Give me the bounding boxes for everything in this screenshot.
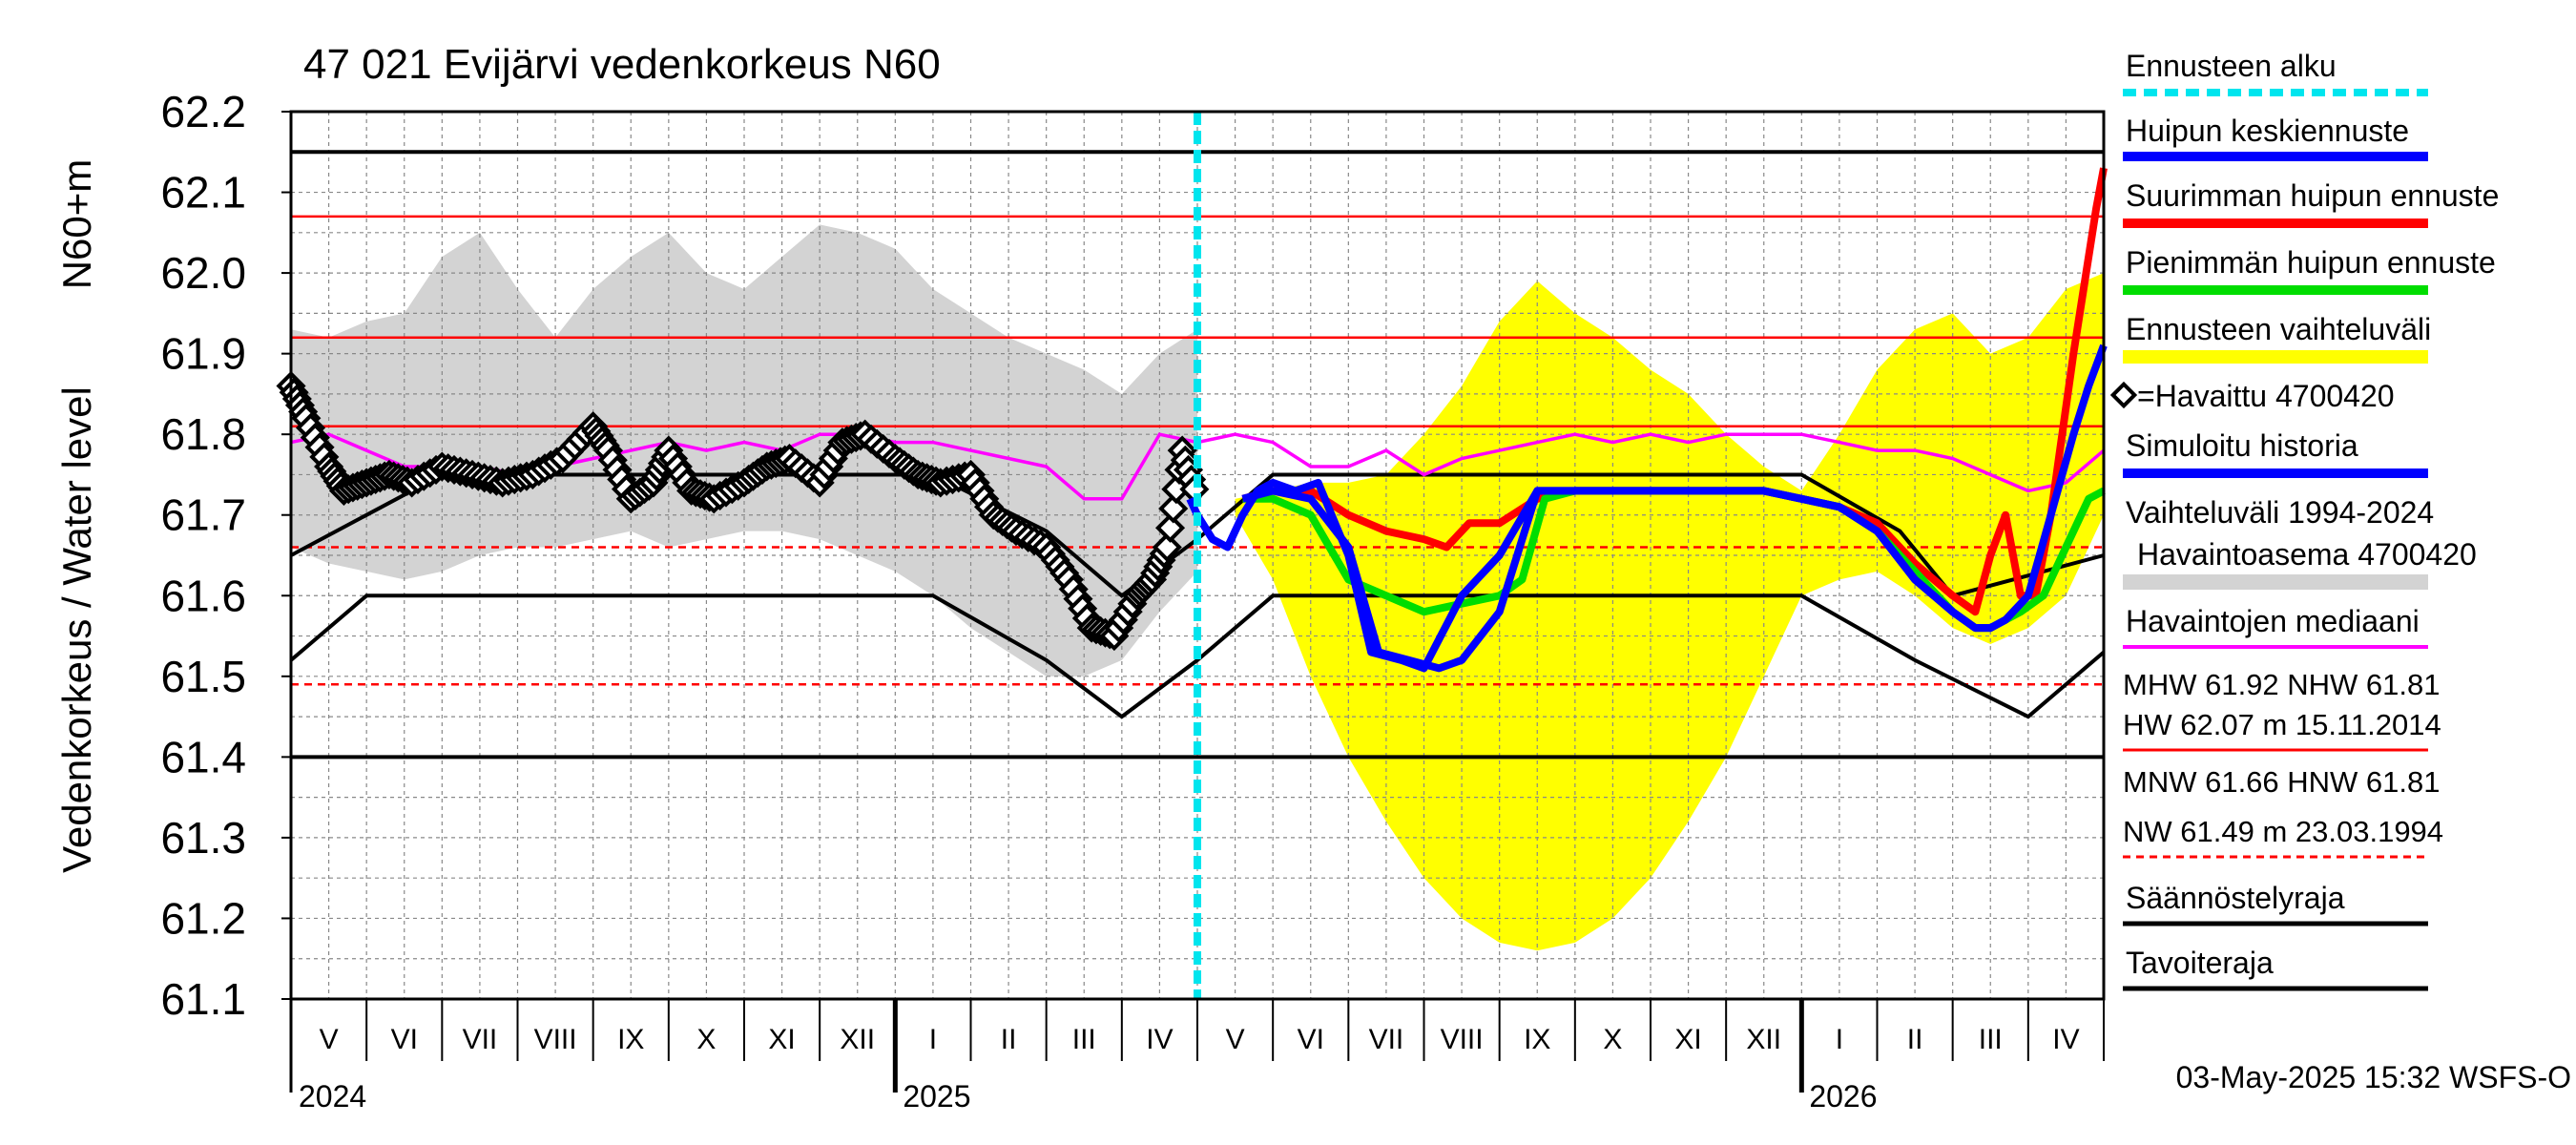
month-label: IX xyxy=(1524,1024,1550,1055)
y-tick-label: 61.5 xyxy=(160,652,246,701)
observed-series xyxy=(276,370,1210,652)
legend-band-label-1: Vaihteluväli 1994-2024 xyxy=(2126,495,2434,530)
y-tick-label: 61.3 xyxy=(160,813,246,863)
legend-observed-label: =Havaittu 4700420 xyxy=(2137,379,2395,413)
month-axis: V VI VII VIII IX X XI XII I II III IV V VI VII VIII IX X X… xyxy=(289,999,2105,1114)
legend: Ennusteen alku Huipun keskiennuste Suuri… xyxy=(2109,49,2499,991)
observed-point xyxy=(1154,512,1186,543)
month-label: II xyxy=(1001,1024,1017,1055)
month-label: I xyxy=(929,1024,937,1055)
month-label: VI xyxy=(391,1024,418,1055)
forecast-peak-mean-line xyxy=(1241,487,2007,673)
month-label: X xyxy=(696,1024,716,1055)
legend-peak-max-label: Suurimman huipun ennuste xyxy=(2126,178,2499,213)
month-label: V xyxy=(320,1024,339,1055)
month-label: XII xyxy=(1746,1024,1781,1055)
legend-forecast-range-swatch xyxy=(2123,350,2428,364)
plot-area xyxy=(276,110,2108,1001)
legend-target-label: Tavoiteraja xyxy=(2126,946,2274,980)
y-tick-label: 62.2 xyxy=(160,87,246,136)
y-tick-label: 62.0 xyxy=(160,248,246,298)
month-label: IV xyxy=(2052,1024,2079,1055)
legend-peak-min-label: Pienimmän huipun ennuste xyxy=(2126,245,2496,280)
legend-forecast-start-label: Ennusteen alku xyxy=(2126,49,2337,83)
month-label: IX xyxy=(617,1024,644,1055)
observed-point xyxy=(1152,531,1182,563)
legend-peak-mean-label: Huipun keskiennuste xyxy=(2126,114,2409,148)
y-tick-label: 61.6 xyxy=(160,571,246,620)
month-label: XII xyxy=(840,1024,875,1055)
legend-band-swatch xyxy=(2123,574,2428,590)
y-tick-label: 61.9 xyxy=(160,329,246,379)
y-tick-label: 61.8 xyxy=(160,409,246,459)
legend-observed-marker xyxy=(2109,381,2138,409)
y-tick-labels: 62.2 62.1 62.0 61.9 61.8 61.7 61.6 61.5 61.4 61.3… xyxy=(160,87,291,1024)
legend-stats-line-3: MNW 61.66 HNW 61.81 xyxy=(2123,765,2441,799)
regulation-limit-line xyxy=(289,593,2106,719)
legend-stats-line-1: MHW 61.92 NHW 61.81 xyxy=(2123,668,2441,701)
forecast-range-area xyxy=(1235,273,2104,951)
legend-stats-line-4: NW 61.49 m 23.03.1994 xyxy=(2123,815,2443,848)
month-label: XI xyxy=(768,1024,795,1055)
observed-point xyxy=(1158,493,1189,524)
year-label: 2026 xyxy=(1809,1079,1877,1114)
chart-title: 47 021 Evijärvi vedenkorkeus N60 xyxy=(303,41,941,88)
y-axis-label-right: N60+m xyxy=(54,159,99,290)
month-label: X xyxy=(1603,1024,1622,1055)
legend-forecast-range-label: Ennusteen vaihteluväli xyxy=(2126,312,2431,346)
month-label: XI xyxy=(1674,1024,1701,1055)
year-label: 2024 xyxy=(299,1079,366,1114)
y-tick-label: 61.2 xyxy=(160,893,246,943)
month-label: II xyxy=(1907,1024,1923,1055)
month-label: V xyxy=(1226,1024,1245,1055)
legend-band-label-2: Havaintoasema 4700420 xyxy=(2137,537,2477,572)
month-label: VI xyxy=(1298,1024,1324,1055)
y-tick-label: 61.4 xyxy=(160,732,246,781)
month-label: VIII xyxy=(1441,1024,1484,1055)
footer-timestamp: 03-May-2025 15:32 WSFS-O xyxy=(2176,1060,2571,1094)
month-label: VIII xyxy=(534,1024,577,1055)
y-axis-label-left: Vedenkorkeus / Water level xyxy=(54,386,99,873)
month-label: IV xyxy=(1146,1024,1173,1055)
year-label: 2025 xyxy=(903,1079,970,1114)
y-tick-label: 61.7 xyxy=(160,490,246,540)
y-tick-label: 61.1 xyxy=(160,974,246,1024)
month-label: III xyxy=(1072,1024,1096,1055)
month-label: VII xyxy=(1369,1024,1404,1055)
month-label: I xyxy=(1836,1024,1843,1055)
month-label: III xyxy=(1979,1024,2003,1055)
y-tick-label: 62.1 xyxy=(160,168,246,218)
legend-stats-line-2: HW 62.07 m 15.11.2014 xyxy=(2123,708,2441,741)
month-label: VII xyxy=(463,1024,498,1055)
legend-simulated-label: Simuloitu historia xyxy=(2126,428,2358,463)
legend-median-label: Havaintojen mediaani xyxy=(2126,604,2420,638)
legend-regulation-label: Säännöstelyraja xyxy=(2126,881,2345,915)
